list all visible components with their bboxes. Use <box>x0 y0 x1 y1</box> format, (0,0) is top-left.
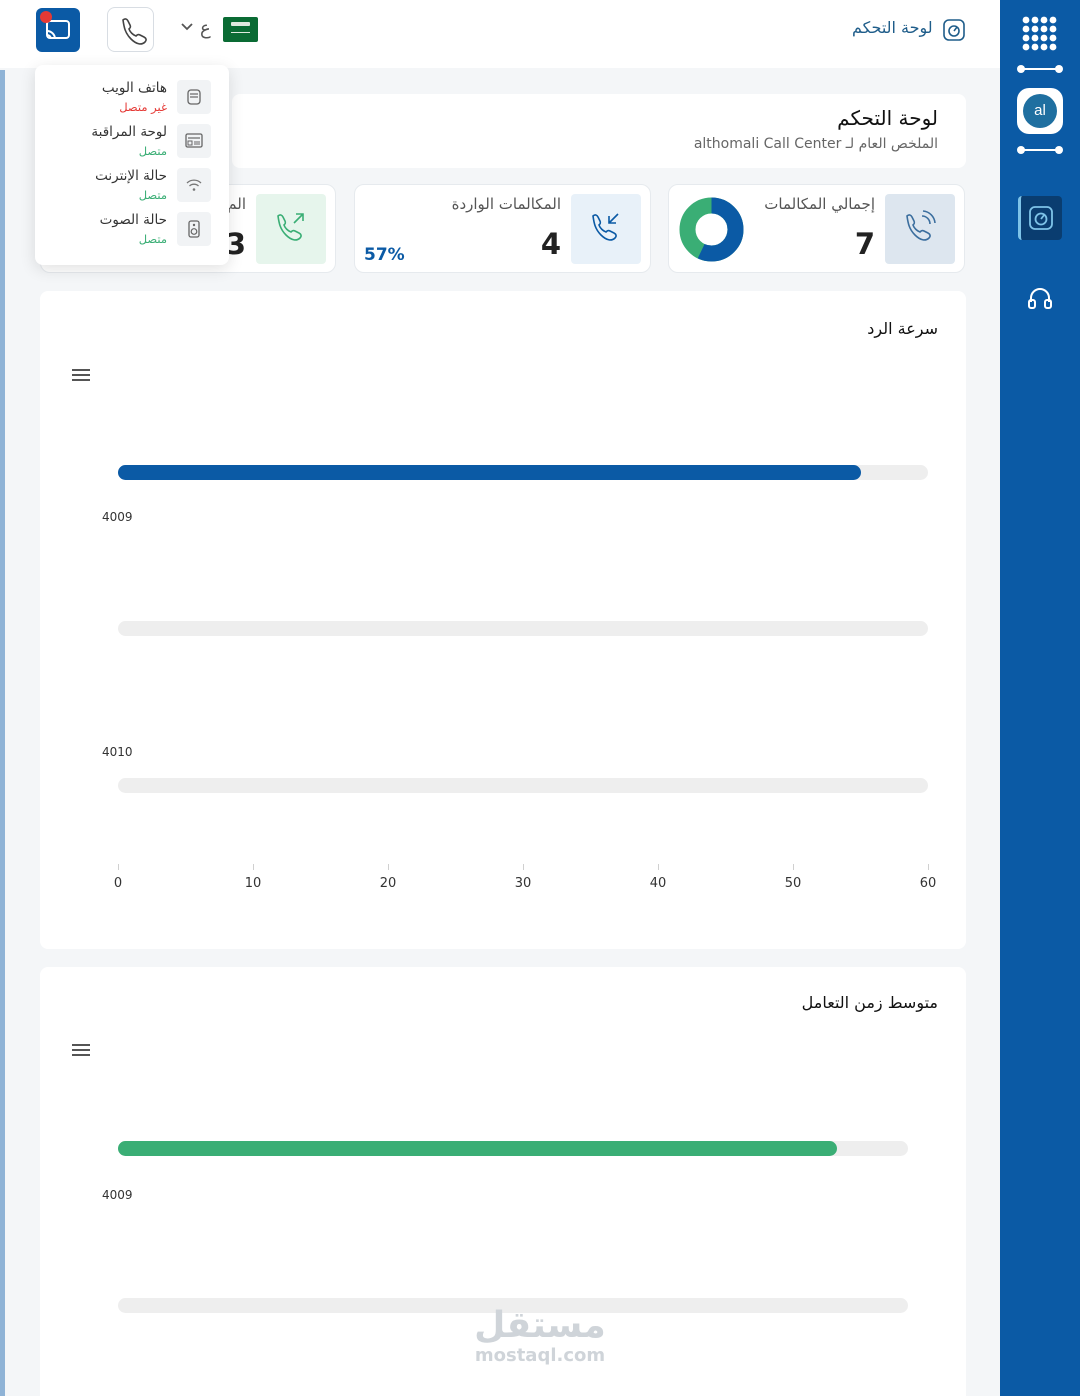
monitor-board-icon <box>177 124 211 158</box>
category-label: 4009 <box>102 510 133 524</box>
x-tick-label: 60 <box>919 876 937 891</box>
speaker-icon <box>177 212 211 246</box>
summary-subtitle: الملخص العام لـ althomali Call Center <box>693 136 938 152</box>
incoming-percent: 57% <box>364 245 405 265</box>
stat-icon-box <box>571 194 641 264</box>
x-tick <box>118 864 119 870</box>
bar-track <box>118 778 928 793</box>
chart-title: سرعة الرد <box>867 319 938 338</box>
bar-4009[interactable] <box>118 1141 837 1156</box>
stat-label: إجمالي المكالمات <box>764 195 875 213</box>
chart-card-response-speed: سرعة الرد 4009 4010 0 10 20 30 40 50 60 <box>40 291 966 949</box>
x-axis: 0 10 20 30 40 50 60 <box>114 864 936 894</box>
bar-4009[interactable] <box>118 465 861 480</box>
stat-label: المكالمات الواردة <box>451 195 561 213</box>
watermark-arabic: مستقل <box>474 1305 606 1346</box>
status-item-label: لوحة المراقبة <box>91 124 167 140</box>
status-item-label: هاتف الويب <box>101 80 167 96</box>
menu-icon[interactable] <box>72 1044 90 1058</box>
stat-card-total-calls: إجمالي المكالمات 7 <box>668 184 965 273</box>
status-item-value: متصل <box>138 232 167 246</box>
cast-icon <box>46 20 70 40</box>
phone-icon <box>122 18 147 45</box>
x-tick <box>793 864 794 870</box>
status-item-value: متصل <box>138 188 167 202</box>
bar-track <box>118 1141 908 1156</box>
stat-value: 3 <box>225 227 246 261</box>
phone-button[interactable] <box>107 7 154 52</box>
dashboard-gauge-icon <box>1029 206 1053 230</box>
sidebar: al <box>1000 0 1080 1396</box>
left-accent-bar <box>0 70 5 1396</box>
bar-track <box>118 465 928 480</box>
x-tick-label: 20 <box>379 876 397 891</box>
category-label: 4010 <box>102 745 133 759</box>
status-item-internet[interactable]: حالة الإنترنت متصل <box>51 166 211 206</box>
sidebar-divider <box>1017 65 1063 73</box>
avatar-initials: al <box>1023 94 1057 128</box>
bar-track <box>118 621 928 636</box>
x-tick <box>523 864 524 870</box>
app-logo-icon[interactable] <box>1020 14 1060 54</box>
status-item-label: حالة الإنترنت <box>95 168 167 184</box>
chevron-down-icon[interactable] <box>180 20 194 34</box>
summary-title: لوحة التحكم <box>837 106 938 130</box>
bar-track <box>118 1298 908 1313</box>
stat-value: 7 <box>854 227 875 261</box>
sidebar-item-dashboard[interactable] <box>1018 196 1062 240</box>
language-selector[interactable]: ع <box>200 18 211 39</box>
stat-icon-box <box>885 194 955 264</box>
status-item-audio[interactable]: حالة الصوت متصل <box>51 210 211 250</box>
x-tick-label: 50 <box>784 876 802 891</box>
notification-dot <box>40 11 52 23</box>
x-tick <box>388 864 389 870</box>
wifi-icon <box>177 168 211 202</box>
x-tick-label: 0 <box>113 876 123 891</box>
chart-card-avg-handle-time: متوسط زمن التعامل 4009 <box>40 967 966 1396</box>
x-tick <box>253 864 254 870</box>
status-item-monitor[interactable]: لوحة المراقبة متصل <box>51 122 211 162</box>
x-tick-label: 40 <box>649 876 667 891</box>
stat-label: الم <box>227 195 246 213</box>
x-tick-label: 10 <box>244 876 262 891</box>
avatar[interactable]: al <box>1017 88 1063 134</box>
menu-icon[interactable] <box>72 369 90 383</box>
chart-title: متوسط زمن التعامل <box>801 993 938 1012</box>
status-item-web-phone[interactable]: هاتف الويب غير متصل <box>51 78 211 118</box>
donut-incoming-segment <box>679 197 744 262</box>
saudi-flag-icon[interactable] <box>223 17 258 42</box>
headset-icon[interactable] <box>1026 284 1054 312</box>
page-title: لوحة التحكم <box>852 18 933 37</box>
phone-incoming-icon <box>592 213 619 241</box>
phone-outgoing-icon <box>277 213 304 241</box>
category-label: 4009 <box>102 1188 133 1202</box>
status-item-label: حالة الصوت <box>99 212 167 228</box>
web-phone-icon <box>177 80 211 114</box>
x-tick <box>928 864 929 870</box>
status-item-value: غير متصل <box>119 100 167 114</box>
x-tick-label: 30 <box>514 876 532 891</box>
sidebar-divider <box>1017 146 1063 154</box>
watermark: مستقل mostaql.com <box>470 1306 610 1366</box>
calls-donut-chart <box>679 197 744 262</box>
summary-card: لوحة التحكم الملخص العام لـ althomali Ca… <box>232 94 966 168</box>
watermark-latin: mostaql.com <box>474 1345 606 1366</box>
top-header: ع لوحة التحكم <box>0 0 1000 68</box>
stat-icon-box <box>256 194 326 264</box>
stat-value: 4 <box>540 227 561 261</box>
x-tick <box>658 864 659 870</box>
status-dropdown: هاتف الويب غير متصل لوحة المراقبة متصل ح… <box>35 65 229 265</box>
stat-card-incoming-calls: المكالمات الواردة 4 57% <box>354 184 651 273</box>
phone-ringing-icon <box>906 210 936 241</box>
dashboard-gauge-icon <box>943 19 965 41</box>
status-item-value: متصل <box>138 144 167 158</box>
